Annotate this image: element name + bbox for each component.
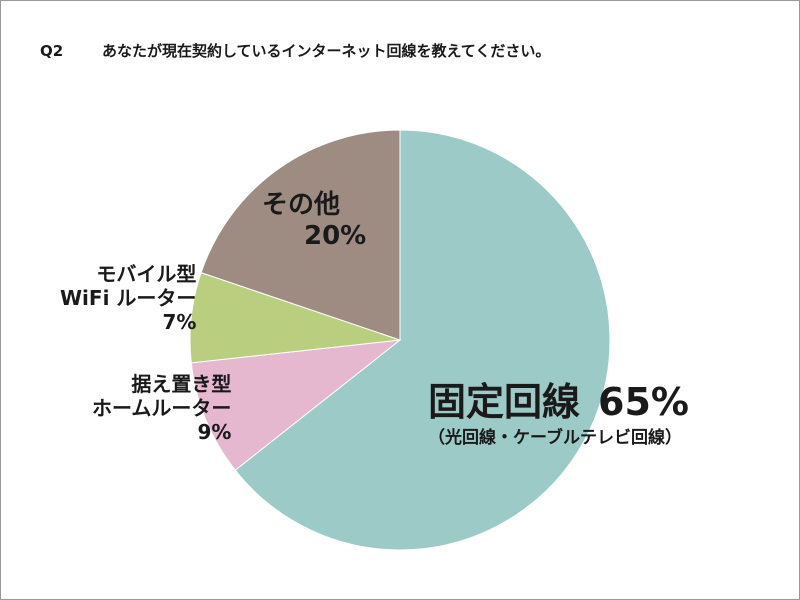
slice-label-other-name: その他 [262,190,341,220]
question-text: あなたが現在契約しているインターネット回線を教えてください。 [102,42,551,60]
slice-label-mobile-router-line2: WiFi ルーター [60,286,197,310]
slice-label-home-router-line2: ホームルーター [92,396,232,420]
slice-label-fixed-line: 固定回線 65% （光回線・ケーブルテレビ回線） [428,380,689,448]
slice-label-fixed-line-name: 固定回線 [428,380,581,424]
slice-label-fixed-line-sub: （光回線・ケーブルテレビ回線） [428,427,682,448]
pie-slice-fixed-line [234,129,611,551]
slice-label-mobile-router-line1: モバイル型 [96,262,197,286]
slice-label-home-router-line1: 据え置き型 [131,372,232,396]
slice-label-other: その他 20% [262,190,366,252]
pie-slice-home-router [190,339,402,471]
slice-label-fixed-line-value: 65% [598,380,689,424]
slice-label-home-router-value: 9% [197,420,232,444]
slice-label-mobile-router: モバイル型 WiFi ルーター 7% [60,262,196,334]
slice-label-other-value: 20% [304,221,367,252]
question-number: Q2 [40,42,64,60]
slice-label-mobile-router-value: 7% [162,310,197,334]
question-heading: Q2 あなたが現在契約しているインターネット回線を教えてください。 [40,40,550,61]
pie-slice-other [200,129,401,341]
slice-label-home-router: 据え置き型 ホームルーター 9% [92,372,231,444]
